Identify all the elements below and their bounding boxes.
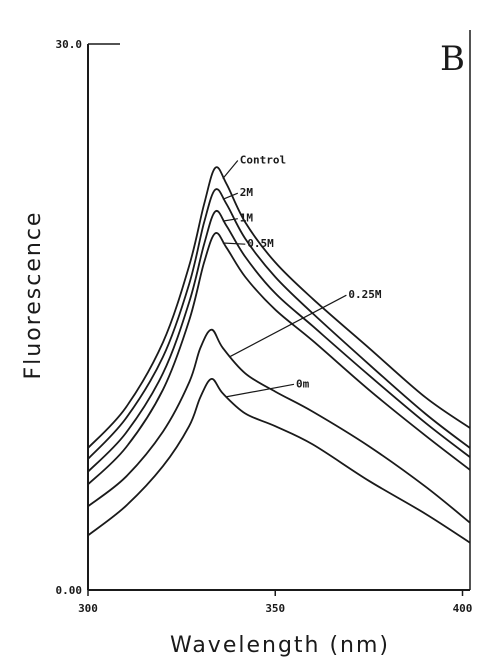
y-tick-label: 0.00 [56,584,83,597]
y-axis-title: Fluorescence [21,211,46,380]
series-line-0-25m [87,328,471,524]
annotation-leader [222,218,238,222]
annotation-leader [222,242,246,245]
annotation-leader [230,294,347,357]
series-line-0m [87,378,471,544]
x-tick-label: 300 [78,602,98,615]
x-tick-label: 350 [265,602,285,615]
series-label: 1M [240,212,254,225]
annotation-leader [222,160,239,180]
series-line-1m [87,209,471,473]
series-line-2m [87,188,471,460]
series-label: 0m [296,377,310,390]
y-tick-label: 30.0 [56,38,83,51]
panel-label-text: B [440,39,465,79]
series-line-0-5m [87,232,471,486]
annotation-leader [226,383,295,398]
x-axis-title: Wavelength (nm) [170,633,390,658]
series-label: 2M [240,186,254,199]
series-label: 0.25M [348,288,381,301]
x-tick-label: 400 [453,602,473,615]
series-label: 0.5M [247,237,274,250]
series-annotations: Control 2M 1M 0.5M 0.25M 0m [222,153,382,398]
panel-label: B [440,39,465,79]
axis-ticks: 300 350 400 0.00 30.0 [56,38,473,615]
annotation-leader [222,192,239,200]
series-lines [87,166,471,544]
plot-frame [87,30,471,591]
series-line-control [87,166,471,449]
series-label: Control [240,153,286,166]
